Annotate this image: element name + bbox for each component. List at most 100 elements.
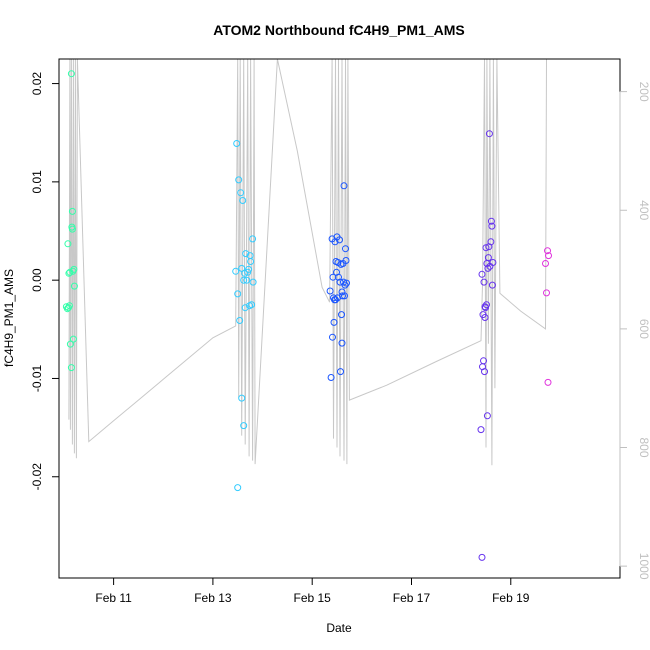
data-point — [545, 252, 552, 260]
data-point — [488, 222, 496, 230]
y-tick-label: -0.01 — [30, 364, 44, 392]
data-point — [249, 235, 257, 243]
data-point — [330, 318, 338, 326]
data-points — [62, 70, 552, 561]
data-point — [484, 254, 492, 262]
x-tick-label: Feb 13 — [194, 591, 232, 605]
data-point — [336, 236, 343, 244]
data-point — [67, 70, 75, 78]
altitude-line — [68, 58, 548, 466]
data-point — [70, 282, 78, 290]
data-point — [339, 292, 346, 300]
data-point — [338, 311, 345, 319]
x-tick-label: Feb 19 — [492, 591, 530, 605]
y-tick-label: 0.02 — [30, 72, 44, 96]
data-point — [232, 267, 240, 275]
data-point — [543, 289, 550, 297]
data-point — [332, 296, 339, 304]
x-tick-label: Feb 15 — [294, 591, 332, 605]
data-point — [481, 303, 489, 311]
data-point — [327, 374, 335, 381]
data-point — [241, 269, 249, 277]
secondary-tick-label: 600 — [637, 319, 650, 339]
data-point — [487, 238, 495, 246]
data-point — [342, 257, 350, 264]
y-tick-label: -0.02 — [30, 463, 44, 491]
data-point — [329, 333, 336, 341]
data-point — [236, 317, 244, 324]
chart-title: ATOM2 Northbound fC4H9_PM1_AMS — [213, 22, 465, 38]
data-point — [542, 260, 549, 267]
data-point — [483, 301, 490, 309]
data-point — [335, 273, 342, 281]
data-point — [477, 426, 485, 434]
x-axis-label: Date — [326, 621, 352, 635]
data-point — [338, 339, 346, 347]
data-point — [489, 259, 497, 266]
data-point — [65, 269, 73, 277]
data-point — [341, 281, 349, 289]
data-point — [326, 287, 334, 295]
x-tick-label: Feb 11 — [95, 591, 132, 605]
x-tick-label: Feb 17 — [393, 591, 431, 605]
data-point — [67, 364, 75, 372]
secondary-tick-label: 200 — [637, 82, 650, 102]
data-point — [478, 270, 486, 278]
data-point — [235, 176, 243, 184]
data-point — [336, 278, 344, 286]
secondary-tick-label: 800 — [637, 437, 650, 457]
data-point — [234, 290, 242, 298]
data-point — [478, 553, 486, 561]
data-point — [340, 182, 348, 190]
data-point — [239, 197, 247, 204]
data-point — [480, 278, 488, 286]
data-point — [68, 225, 76, 233]
data-point — [233, 140, 241, 147]
data-point — [244, 268, 252, 276]
data-point — [481, 314, 489, 321]
data-point — [241, 304, 249, 312]
data-point — [342, 245, 349, 253]
data-point — [484, 264, 492, 272]
data-point — [487, 217, 495, 225]
data-point — [481, 368, 488, 376]
data-point — [68, 207, 76, 215]
data-point — [65, 302, 73, 310]
secondary-tick-label: 1000 — [637, 553, 650, 580]
data-point — [243, 276, 251, 284]
data-point — [337, 368, 344, 376]
altitude-trace — [68, 58, 548, 466]
y-axis: -0.02 -0.01 0.00 0.01 0.02 — [30, 72, 60, 491]
data-point — [341, 292, 348, 300]
data-point — [238, 394, 246, 402]
secondary-y-axis: 200 400 600 800 1000 — [619, 82, 650, 580]
data-point — [69, 335, 77, 343]
data-point — [240, 422, 248, 430]
data-point — [249, 278, 257, 286]
data-point — [248, 301, 256, 309]
data-point — [237, 189, 245, 197]
x-axis: Feb 11 Feb 13 Feb 15 Feb 17 Feb 19 — [95, 577, 530, 605]
secondary-tick-label: 400 — [637, 200, 650, 220]
data-point — [242, 250, 250, 258]
data-point — [544, 247, 551, 255]
data-point — [70, 265, 78, 273]
y-tick-label: 0.01 — [30, 170, 44, 194]
y-tick-label: 0.00 — [30, 268, 44, 292]
data-point — [482, 244, 490, 252]
data-point — [247, 258, 255, 265]
data-point — [488, 281, 496, 289]
y-axis-label: fC4H9_PM1_AMS — [2, 269, 16, 367]
data-point — [240, 276, 248, 284]
data-point — [238, 264, 246, 272]
data-point — [480, 357, 487, 365]
data-point — [245, 265, 253, 273]
data-point — [64, 240, 72, 248]
data-point — [343, 279, 350, 287]
data-point — [544, 378, 552, 386]
data-point — [234, 484, 242, 492]
data-point — [483, 412, 491, 420]
data-point — [485, 130, 493, 138]
data-point — [66, 340, 74, 348]
